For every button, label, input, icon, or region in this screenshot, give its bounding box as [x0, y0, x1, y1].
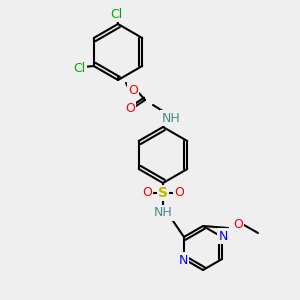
Text: O: O — [233, 218, 243, 232]
Text: Cl: Cl — [74, 61, 86, 74]
Text: NH: NH — [162, 112, 180, 124]
Text: O: O — [125, 101, 135, 115]
Text: O: O — [128, 83, 138, 97]
Text: O: O — [142, 187, 152, 200]
Text: NH: NH — [154, 206, 172, 220]
Text: S: S — [158, 186, 168, 200]
Text: O: O — [174, 187, 184, 200]
Text: N: N — [178, 254, 188, 266]
Text: Cl: Cl — [110, 8, 122, 20]
Text: N: N — [218, 230, 228, 242]
